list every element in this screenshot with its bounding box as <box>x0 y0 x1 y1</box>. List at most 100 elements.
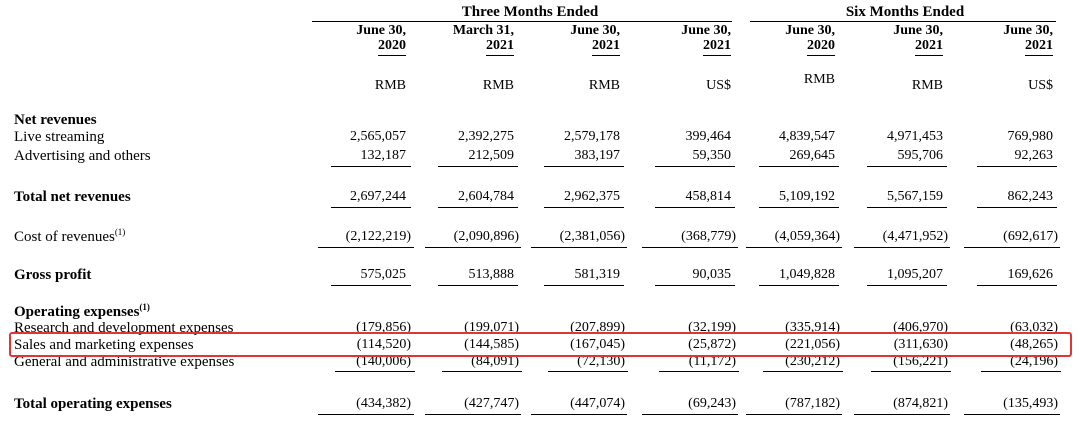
cell: (72,130) <box>577 354 625 369</box>
col-1-year-text: 2020 <box>378 38 406 56</box>
col-2-currency: RMB <box>482 78 514 93</box>
cell: 269,645 <box>789 148 836 163</box>
total-rule <box>977 207 1057 208</box>
cell: (25,872) <box>688 337 736 352</box>
cell: 595,706 <box>897 148 944 163</box>
row-label: Total operating expenses <box>14 396 172 412</box>
cell: 212,509 <box>468 148 515 163</box>
table-row-gna: General and administrative expenses (140… <box>0 353 1080 371</box>
total-rule <box>759 207 839 208</box>
total-rule <box>867 285 947 286</box>
section-operating-expenses: Operating expenses(1) <box>0 303 1080 321</box>
cell: 169,626 <box>1007 267 1054 282</box>
col-5-year-text: 2020 <box>807 38 835 56</box>
subtotal-rule <box>867 166 947 167</box>
cell: 4,971,453 <box>887 129 943 144</box>
cell: (135,493) <box>1003 396 1058 411</box>
col-1-year: 2020 <box>306 38 406 56</box>
total-rule <box>331 207 411 208</box>
section-label: Operating expenses(1) <box>14 303 150 321</box>
col-7-year-text: 2021 <box>1025 38 1053 56</box>
cell: 2,392,275 <box>458 129 514 144</box>
cell: (144,585) <box>464 337 519 352</box>
total-rule <box>964 414 1060 415</box>
row-label: Sales and marketing expenses <box>14 337 194 353</box>
subtotal-rule <box>977 166 1057 167</box>
cell: (335,914) <box>785 320 840 335</box>
cell: (406,970) <box>893 320 948 335</box>
cell: 2,604,784 <box>458 189 514 204</box>
col-7-currency: US$ <box>1028 78 1053 93</box>
cell: 513,888 <box>468 267 515 282</box>
cell: (48,265) <box>1010 337 1058 352</box>
subtotal-rule <box>442 371 522 372</box>
col-3-year-text: 2021 <box>592 38 620 56</box>
col-4-year-text: 2021 <box>703 38 731 56</box>
row-label: Advertising and others <box>14 148 151 164</box>
col-4-currency: US$ <box>706 78 731 93</box>
cell: 90,035 <box>692 267 732 282</box>
cell: 769,980 <box>1007 129 1054 144</box>
row-label-text: Cost of revenues <box>14 229 115 245</box>
cell: (427,747) <box>464 396 519 411</box>
col-5-year: 2020 <box>735 38 835 56</box>
cell: (2,090,896) <box>453 229 519 244</box>
subtotal-rule <box>964 247 1060 248</box>
subtotal-rule <box>425 247 521 248</box>
cell: (63,032) <box>1010 320 1058 335</box>
subtotal-rule <box>331 166 411 167</box>
cell: 862,243 <box>1007 189 1054 204</box>
total-rule <box>438 285 518 286</box>
col-7-year: 2021 <box>953 38 1053 56</box>
subtotal-rule <box>854 247 950 248</box>
col-7-date: June 30, <box>1003 23 1053 38</box>
total-rule <box>759 285 839 286</box>
cell: (221,056) <box>785 337 840 352</box>
cell: 2,697,244 <box>350 189 406 204</box>
total-rule <box>331 285 411 286</box>
cell: (11,172) <box>688 354 736 369</box>
col-5-date: June 30, <box>785 23 835 38</box>
col-2-year-text: 2021 <box>486 38 514 56</box>
subtotal-rule <box>871 371 951 372</box>
group-header-three-months-rule <box>312 21 732 22</box>
cell: (167,045) <box>570 337 625 352</box>
total-rule <box>531 414 627 415</box>
cell: (32,199) <box>688 320 736 335</box>
col-4-date: June 30, <box>681 23 731 38</box>
total-rule <box>746 414 842 415</box>
subtotal-rule <box>318 247 414 248</box>
table-row-gross-profit: Gross profit 575,025 513,888 581,319 90,… <box>0 266 1080 284</box>
cell: (434,382) <box>356 396 411 411</box>
cell: 5,567,159 <box>887 189 943 204</box>
table-row-live-streaming: Live streaming 2,565,057 2,392,275 2,579… <box>0 128 1080 146</box>
subtotal-rule <box>544 166 624 167</box>
cell: (199,071) <box>464 320 519 335</box>
col-1-date: June 30, <box>356 23 406 38</box>
cell: (114,520) <box>356 337 411 352</box>
col-6-year-text: 2021 <box>915 38 943 56</box>
total-rule <box>425 414 521 415</box>
cell: (692,617) <box>1003 229 1058 244</box>
section-label: Net revenues <box>14 112 97 128</box>
cell: (207,899) <box>570 320 625 335</box>
subtotal-rule <box>981 371 1061 372</box>
table-row-total-net-revenues: Total net revenues 2,697,244 2,604,784 2… <box>0 188 1080 206</box>
table-row-sales-marketing: Sales and marketing expenses (114,520) (… <box>0 336 1080 354</box>
table-row-total-operating-expenses: Total operating expenses (434,382) (427,… <box>0 395 1080 413</box>
table-row-cost-of-revenues: Cost of revenues(1) (2,122,219) (2,090,8… <box>0 228 1080 246</box>
cell: 383,197 <box>574 148 621 163</box>
group-header-three-months: Three Months Ended <box>461 4 599 20</box>
col-6-currency: RMB <box>911 78 943 93</box>
total-rule <box>867 207 947 208</box>
cell: (140,006) <box>356 354 411 369</box>
cell: (179,856) <box>356 320 411 335</box>
row-label: General and administrative expenses <box>14 354 235 370</box>
col-3-year: 2021 <box>520 38 620 56</box>
group-header-six-months: Six Months Ended <box>845 4 965 20</box>
cell: (311,630) <box>893 337 948 352</box>
row-label: Live streaming <box>14 129 105 145</box>
cell: (4,059,364) <box>774 229 840 244</box>
cell: (874,821) <box>893 396 948 411</box>
